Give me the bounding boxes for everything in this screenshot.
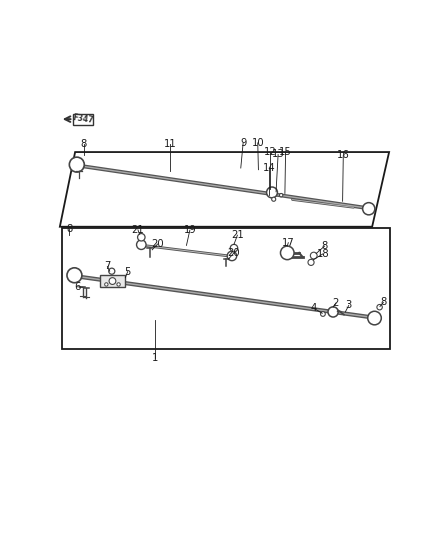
Text: 1: 1 bbox=[152, 353, 158, 363]
Circle shape bbox=[368, 311, 381, 325]
Text: 21: 21 bbox=[231, 230, 244, 240]
Text: 21: 21 bbox=[131, 225, 144, 235]
Circle shape bbox=[321, 312, 325, 317]
Polygon shape bbox=[61, 229, 390, 349]
Text: 7: 7 bbox=[104, 262, 110, 271]
Circle shape bbox=[280, 246, 294, 260]
Text: 19: 19 bbox=[184, 225, 196, 235]
Polygon shape bbox=[60, 152, 389, 227]
Circle shape bbox=[138, 233, 145, 241]
Text: 20: 20 bbox=[151, 239, 164, 249]
Circle shape bbox=[363, 203, 375, 215]
Text: 17: 17 bbox=[282, 238, 295, 248]
Text: 2: 2 bbox=[332, 298, 339, 308]
Text: 18: 18 bbox=[317, 249, 329, 259]
Circle shape bbox=[328, 307, 338, 317]
Text: F347: F347 bbox=[71, 113, 94, 125]
Circle shape bbox=[137, 240, 146, 249]
Text: 16: 16 bbox=[337, 150, 350, 160]
Text: 14: 14 bbox=[263, 163, 276, 173]
Circle shape bbox=[109, 268, 115, 274]
Circle shape bbox=[230, 245, 238, 252]
Circle shape bbox=[117, 282, 120, 286]
Text: 20: 20 bbox=[228, 248, 240, 258]
FancyBboxPatch shape bbox=[73, 114, 93, 125]
Text: 13: 13 bbox=[272, 149, 284, 159]
Text: 8: 8 bbox=[81, 139, 87, 149]
Text: 9: 9 bbox=[240, 138, 246, 148]
Text: 12: 12 bbox=[264, 147, 277, 157]
Text: 4: 4 bbox=[311, 303, 317, 313]
Circle shape bbox=[272, 197, 276, 201]
Circle shape bbox=[279, 193, 283, 197]
Text: 11: 11 bbox=[164, 139, 177, 149]
Circle shape bbox=[311, 252, 317, 259]
Text: 5: 5 bbox=[124, 266, 131, 277]
Text: 8: 8 bbox=[321, 241, 328, 251]
Text: 15: 15 bbox=[279, 147, 292, 157]
Circle shape bbox=[377, 304, 382, 310]
Circle shape bbox=[267, 187, 277, 198]
Text: 10: 10 bbox=[251, 138, 264, 148]
Circle shape bbox=[227, 251, 237, 261]
Text: 6: 6 bbox=[74, 282, 81, 292]
Text: 3: 3 bbox=[346, 301, 352, 311]
Text: 8: 8 bbox=[380, 297, 386, 308]
Circle shape bbox=[67, 268, 82, 282]
FancyBboxPatch shape bbox=[100, 274, 125, 287]
Text: 8: 8 bbox=[66, 224, 72, 235]
Circle shape bbox=[109, 278, 116, 285]
Circle shape bbox=[308, 260, 314, 265]
Circle shape bbox=[69, 157, 84, 172]
Circle shape bbox=[105, 282, 108, 286]
